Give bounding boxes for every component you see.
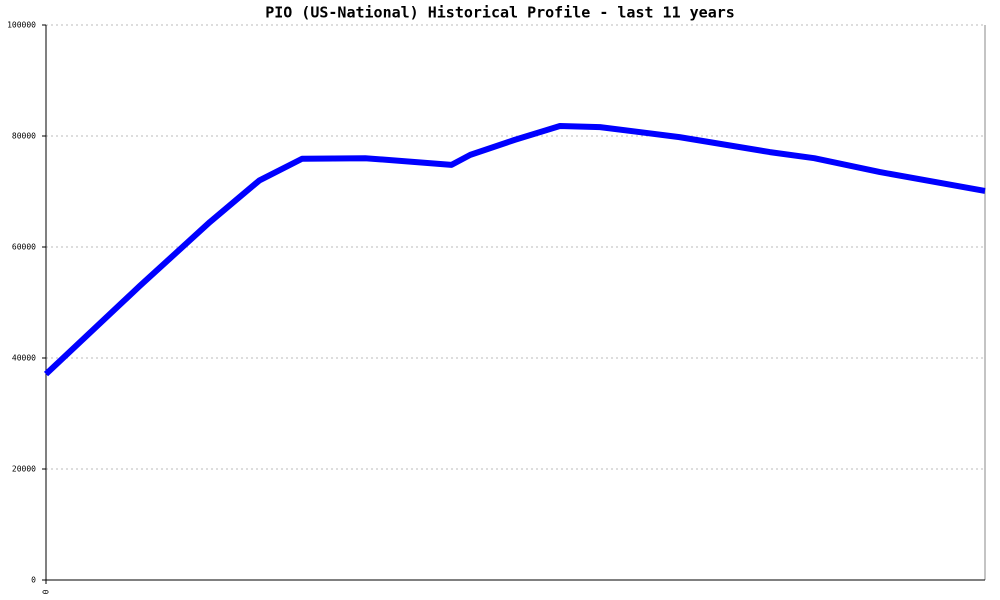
line-series — [43, 123, 986, 377]
y-tick-label: 60000 — [12, 243, 36, 252]
y-tick-label: 0 — [31, 576, 36, 585]
y-tick-label: 40000 — [12, 354, 36, 363]
x-tick-label: 0 — [42, 589, 51, 594]
y-tick-label: 20000 — [12, 465, 36, 474]
chart-title: PIO (US-National) Historical Profile - l… — [265, 4, 735, 22]
y-tick-label: 80000 — [12, 132, 36, 141]
y-tick-label: 100000 — [7, 21, 36, 30]
